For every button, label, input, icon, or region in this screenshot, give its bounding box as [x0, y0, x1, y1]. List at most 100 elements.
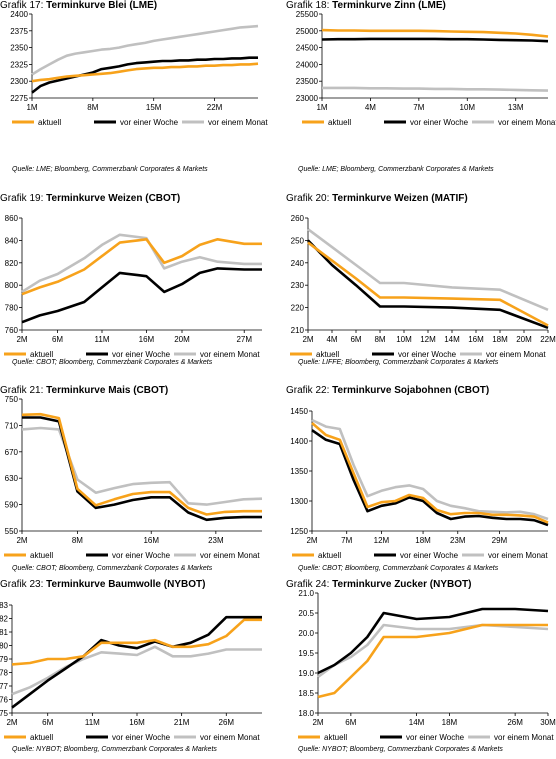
- series-line-aktuell: [21, 412, 262, 516]
- chart-source: Quelle: LME; Bloomberg, Commerzbank Corp…: [298, 166, 494, 173]
- y-tick-label: 550: [5, 527, 19, 536]
- chart-title: Grafik 22: Terminkurve Sojabohnen (CBOT): [286, 385, 489, 396]
- chart-svg: 210 220 230 240 250 260 2M 4M 6M 8M 10M 12M 14M 16M 18…: [290, 214, 556, 359]
- x-tick-label: 26M: [507, 718, 523, 727]
- chart-title-prefix: Grafik 17:: [0, 0, 44, 11]
- x-tick-label: 4M: [326, 335, 337, 344]
- series-line-monat: [31, 24, 259, 76]
- x-tick-label: 8M: [72, 536, 83, 545]
- x-tick-label: 6M: [345, 718, 356, 727]
- x-tick-label: 1M: [316, 103, 327, 112]
- chart-source: Quelle: LME; Bloomberg, Commerzbank Corp…: [12, 166, 208, 173]
- y-tick-label: 1350: [290, 467, 308, 476]
- y-tick-label: 2375: [10, 27, 28, 36]
- chart-svg: 75 76 77 78 79 80 81 82 83 2M 6M 11M 16M 21M 26M aktuel…: [0, 601, 262, 742]
- x-tick-label: 6M: [42, 718, 53, 727]
- x-tick-label: 2M: [16, 335, 27, 344]
- y-tick-label: 18.0: [298, 709, 314, 718]
- y-tick-label: 2300: [10, 77, 28, 86]
- y-tick-label: 80: [0, 642, 9, 651]
- series-line-aktuell: [307, 241, 549, 327]
- series-line-monat: [21, 233, 262, 294]
- series-line-monat: [311, 418, 549, 521]
- chart-title: Grafik 24: Terminkurve Zucker (NYBOT): [286, 579, 471, 590]
- y-tick-label: 24000: [296, 60, 319, 69]
- chart-title-prefix: Grafik 23:: [0, 579, 44, 590]
- y-tick-label: 590: [5, 501, 19, 510]
- chart-source: Quelle: CBOT; Bloomberg, Commerzbank Cor…: [298, 565, 499, 572]
- x-tick-label: 18M: [442, 718, 458, 727]
- y-tick-label: 24500: [296, 44, 319, 53]
- y-tick-label: 20.5: [298, 609, 314, 618]
- chart-panel-g17: Grafik 17: Terminkurve Blei (LME) 2275 23…: [0, 0, 270, 180]
- y-tick-label: 820: [5, 259, 19, 268]
- x-tick-label: 6M: [52, 335, 63, 344]
- y-tick-label: 250: [291, 236, 305, 245]
- chart-svg: 1250 1300 1350 1400 1450 2M 7M 12M 18M 23M 29M aktu…: [290, 407, 549, 560]
- legend-label-monat: vor einem Monat: [208, 118, 268, 127]
- x-tick-label: 8M: [87, 103, 98, 112]
- series-line-aktuell: [321, 28, 549, 38]
- y-tick-label: 1250: [290, 527, 308, 536]
- legend-label-woche: vor einer Woche: [410, 118, 469, 127]
- x-tick-label: 11M: [85, 718, 100, 727]
- series-line-monat: [307, 228, 549, 311]
- legend-label-woche: vor einer Woche: [120, 118, 179, 127]
- chart-title: Grafik 17: Terminkurve Blei (LME): [0, 0, 157, 11]
- series-line-aktuell: [317, 623, 548, 699]
- series-line-woche: [311, 429, 549, 527]
- chart-panel-g21: Grafik 21: Terminkurve Mais (CBOT) 550 59…: [0, 385, 270, 572]
- y-tick-label: 23000: [296, 94, 319, 103]
- y-tick-label: 750: [5, 395, 19, 404]
- legend-label-woche: vor einer Woche: [406, 733, 465, 742]
- y-tick-label: 76: [0, 696, 9, 705]
- y-tick-label: 75: [0, 709, 9, 718]
- x-tick-label: 26M: [219, 718, 235, 727]
- x-tick-label: 7M: [341, 536, 352, 545]
- legend-label-monat: vor einem Monat: [488, 551, 548, 560]
- chart-source: Quelle: LIFFE; Bloomberg, Commerzbank Co…: [298, 359, 499, 366]
- series-line-woche: [21, 267, 262, 324]
- y-tick-label: 1300: [290, 497, 308, 506]
- chart-source: Quelle: NYBOT; Bloomberg, Commerzbank Co…: [12, 746, 217, 753]
- y-tick-label: 230: [291, 281, 305, 290]
- chart-title-prefix: Grafik 19:: [0, 193, 44, 204]
- series-line-aktuell: [31, 62, 259, 83]
- y-tick-label: 220: [291, 304, 305, 313]
- y-tick-label: 25000: [296, 27, 319, 36]
- series-line-woche: [307, 239, 549, 330]
- chart-svg: 550 590 630 670 710 750 2M 8M 16M 23M aktuell vor e…: [4, 395, 263, 560]
- x-tick-label: 16M: [468, 335, 484, 344]
- x-tick-label: 7M: [413, 103, 424, 112]
- x-tick-label: 2M: [302, 335, 313, 344]
- x-tick-label: 23M: [450, 536, 466, 545]
- series-line-monat: [11, 645, 262, 696]
- x-tick-label: 13M: [508, 103, 524, 112]
- series-line-woche: [22, 416, 262, 522]
- x-tick-label: 2M: [312, 718, 323, 727]
- x-tick-label: 6M: [350, 335, 361, 344]
- chart-svg: 18.0 18.5 19.0 19.5 20.0 20.5 21.0 2M 6M 14M 18M 26…: [298, 589, 556, 742]
- legend-label-woche: vor einer Woche: [112, 551, 171, 560]
- legend-label-woche: vor einer Woche: [400, 551, 459, 560]
- legend-label-monat: vor einem Monat: [200, 551, 260, 560]
- chart-title-text: Terminkurve Zinn (LME): [332, 0, 446, 11]
- series-line-monat: [322, 86, 549, 92]
- legend-label-woche: vor einer Woche: [112, 733, 171, 742]
- y-tick-label: 1450: [290, 407, 308, 416]
- y-tick-label: 79: [0, 655, 9, 664]
- y-tick-label: 2400: [10, 10, 28, 19]
- y-tick-label: 81: [0, 628, 9, 637]
- chart-title-text: Terminkurve Sojabohnen (CBOT): [332, 385, 490, 396]
- x-tick-label: 14M: [409, 718, 425, 727]
- x-tick-label: 22M: [540, 335, 556, 344]
- series-line-woche: [321, 37, 549, 43]
- legend-label-aktuell: aktuell: [30, 551, 53, 560]
- x-tick-label: 15M: [146, 103, 162, 112]
- legend-label-monat: vor einem Monat: [498, 118, 556, 127]
- chart-title-text: Terminkurve Mais (CBOT): [46, 385, 169, 396]
- chart-title: Grafik 18: Terminkurve Zinn (LME): [286, 0, 446, 11]
- chart-title-prefix: Grafik 20:: [286, 193, 330, 204]
- legend-label-monat: vor einem Monat: [200, 350, 260, 359]
- x-tick-label: 2M: [16, 536, 27, 545]
